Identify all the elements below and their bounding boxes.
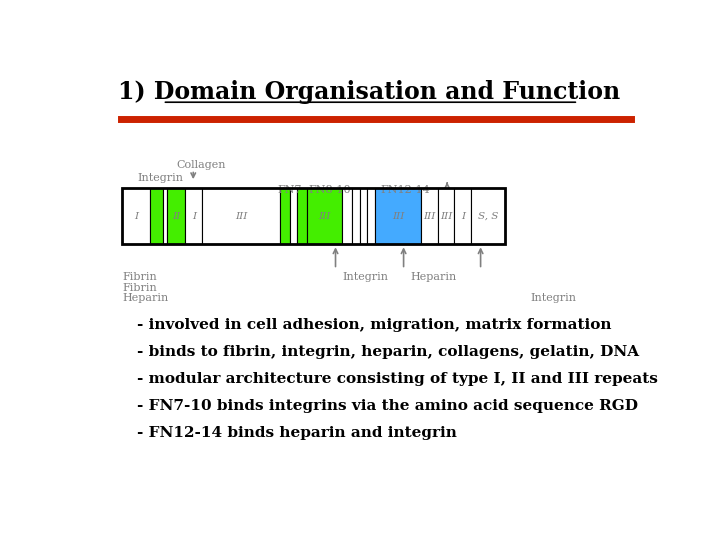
Bar bbox=[290, 188, 297, 245]
Bar bbox=[471, 188, 505, 245]
Text: FN8-10: FN8-10 bbox=[309, 185, 351, 194]
Text: I: I bbox=[461, 212, 465, 221]
Text: Integrin: Integrin bbox=[342, 272, 388, 282]
Bar bbox=[122, 188, 150, 245]
Bar bbox=[351, 188, 359, 245]
Bar bbox=[186, 188, 202, 245]
Bar bbox=[438, 188, 454, 245]
Bar bbox=[342, 188, 351, 245]
Text: S, S: S, S bbox=[477, 212, 498, 221]
Bar bbox=[202, 188, 280, 245]
Bar bbox=[280, 188, 290, 245]
Text: Collagen: Collagen bbox=[177, 160, 226, 170]
Text: III: III bbox=[318, 212, 330, 221]
Text: - FN12-14 binds heparin and integrin: - FN12-14 binds heparin and integrin bbox=[138, 426, 457, 440]
Text: Fibrin: Fibrin bbox=[122, 282, 157, 293]
Text: I: I bbox=[192, 212, 196, 221]
Text: II: II bbox=[172, 212, 180, 221]
Bar bbox=[375, 188, 421, 245]
Text: - modular architecture consisting of type I, II and III repeats: - modular architecture consisting of typ… bbox=[138, 372, 658, 386]
Bar bbox=[307, 188, 342, 245]
Bar bbox=[297, 188, 307, 245]
Text: 1) Domain Organisation and Function: 1) Domain Organisation and Function bbox=[118, 80, 620, 104]
Bar bbox=[150, 188, 163, 245]
Text: - FN7-10 binds integrins via the amino acid sequence RGD: - FN7-10 binds integrins via the amino a… bbox=[138, 399, 639, 413]
Text: Integrin: Integrin bbox=[531, 293, 577, 303]
Text: - binds to fibrin, integrin, heparin, collagens, gelatin, DNA: - binds to fibrin, integrin, heparin, co… bbox=[138, 345, 639, 359]
Bar bbox=[359, 188, 367, 245]
Text: Integrin: Integrin bbox=[138, 173, 184, 183]
Text: III: III bbox=[440, 212, 452, 221]
Bar bbox=[167, 188, 186, 245]
Bar bbox=[421, 188, 438, 245]
Bar bbox=[163, 188, 167, 245]
Text: FN12-14: FN12-14 bbox=[380, 185, 430, 194]
Text: - involved in cell adhesion, migration, matrix formation: - involved in cell adhesion, migration, … bbox=[138, 318, 612, 332]
Bar bbox=[122, 188, 505, 245]
Text: Fibrin: Fibrin bbox=[122, 272, 157, 282]
Bar bbox=[367, 188, 375, 245]
Text: I: I bbox=[134, 212, 138, 221]
Text: III: III bbox=[423, 212, 436, 221]
Text: III: III bbox=[235, 212, 248, 221]
Text: FN7: FN7 bbox=[277, 185, 302, 194]
Text: Heparin: Heparin bbox=[122, 293, 168, 303]
Text: III: III bbox=[392, 212, 404, 221]
Bar bbox=[454, 188, 471, 245]
Text: Heparin: Heparin bbox=[411, 272, 457, 282]
